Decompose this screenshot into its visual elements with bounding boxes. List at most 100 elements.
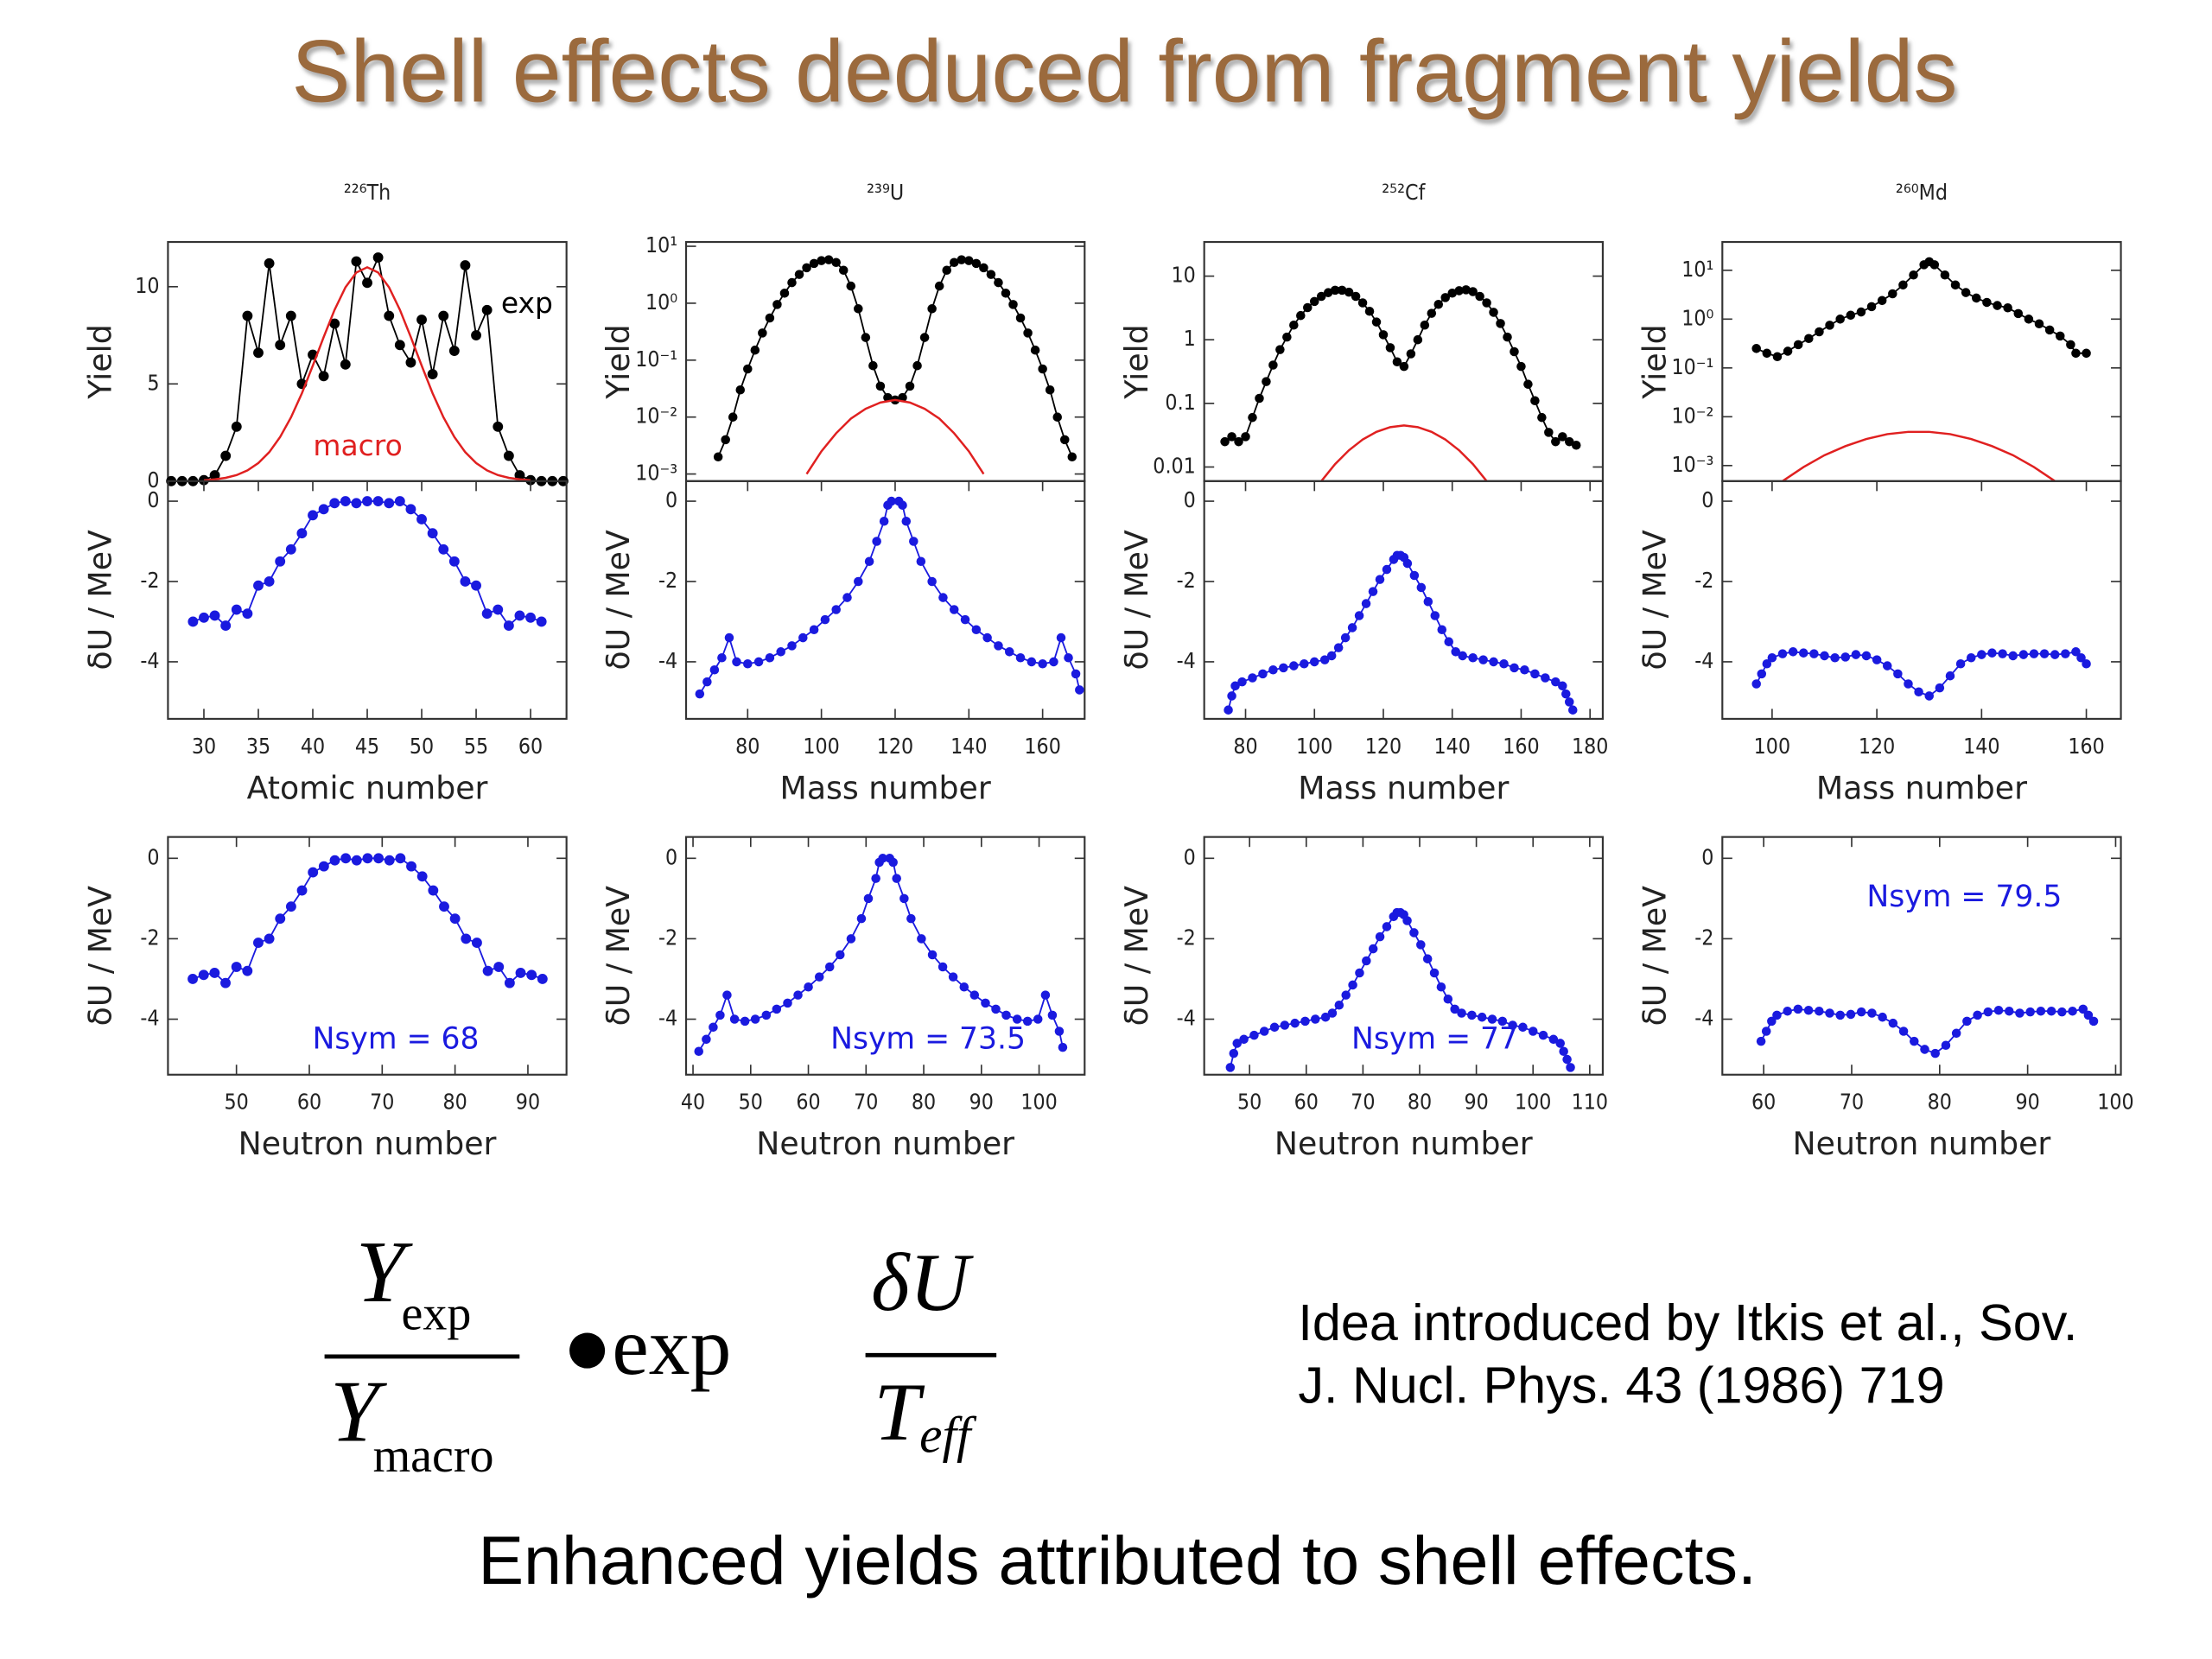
y-tick-label: -2 <box>1694 925 1713 950</box>
data-point <box>2071 348 2081 359</box>
data-point <box>406 861 416 872</box>
data-point <box>717 653 727 663</box>
data-point <box>1496 319 1505 328</box>
x-tick-label: 50 <box>225 1090 249 1115</box>
slide-title: Shell effects deduced from fragment yiel… <box>291 22 1957 121</box>
data-point <box>1015 313 1026 323</box>
x-tick-label: 160 <box>1024 734 1060 759</box>
data-point <box>1762 658 1772 669</box>
data-point <box>916 556 926 567</box>
data-point <box>938 962 948 972</box>
data-point <box>831 605 841 614</box>
x-tick-label: 60 <box>1294 1090 1319 1115</box>
data-point <box>448 346 460 356</box>
data-point <box>1054 1027 1065 1036</box>
y-axis-label: Yield <box>82 324 119 399</box>
data-point <box>1399 361 1409 372</box>
data-point <box>765 313 775 323</box>
data-point <box>750 1014 760 1024</box>
data-point <box>318 504 329 515</box>
data-point <box>1262 377 1271 386</box>
data-point <box>854 576 863 587</box>
data-point <box>460 260 471 270</box>
x-tick-label: 100 <box>2097 1090 2133 1115</box>
plot-frame <box>1203 480 1604 720</box>
data-point <box>395 853 406 864</box>
data-point <box>220 620 232 632</box>
data-point <box>340 359 351 370</box>
data-point <box>1898 280 1908 290</box>
data-point <box>198 969 209 981</box>
data-point <box>1508 1020 1517 1030</box>
y-tick-label: -2 <box>1694 568 1713 593</box>
data-point <box>1757 669 1767 679</box>
data-point <box>427 528 438 539</box>
data-point <box>1468 287 1478 296</box>
y-tick-label: -2 <box>1177 568 1196 593</box>
data-point <box>514 610 525 621</box>
x-tick-label: 40 <box>301 734 325 759</box>
data-point <box>2082 348 2091 359</box>
data-point <box>1420 320 1430 330</box>
plot-frame <box>167 480 568 720</box>
data-point <box>264 576 275 587</box>
data-point <box>308 510 318 521</box>
data-point <box>1467 1010 1477 1020</box>
data-point <box>285 310 296 321</box>
data-point <box>969 990 980 1000</box>
data-point <box>438 543 449 555</box>
data-point <box>2057 1007 2067 1017</box>
data-point <box>275 340 286 351</box>
data-point <box>1440 293 1451 302</box>
y-tick-label: 10 <box>1172 263 1196 288</box>
data-point <box>1809 649 1819 658</box>
annotation: Nsym = 73.5 <box>830 1022 1026 1057</box>
data-point <box>471 330 481 340</box>
series-line <box>1782 430 2056 482</box>
data-point <box>449 913 461 925</box>
data-point <box>372 496 384 506</box>
data-point <box>794 270 804 279</box>
data-point <box>1798 648 1808 658</box>
plot-frame <box>1203 836 1604 1076</box>
data-point <box>1071 669 1081 679</box>
data-point <box>709 1022 718 1033</box>
data-point <box>846 281 856 291</box>
series-line <box>193 500 542 627</box>
data-point <box>721 435 730 445</box>
data-point <box>253 580 264 591</box>
data-point <box>772 300 782 309</box>
data-point <box>1269 1022 1280 1033</box>
y-tick-label: 10⁻¹ <box>635 346 677 372</box>
y-tick-label: 0 <box>1184 844 1196 869</box>
data-point <box>1302 302 1313 313</box>
chart-title: ²⁵²Cf <box>1382 180 1426 205</box>
series-line <box>717 258 1073 458</box>
data-point <box>787 641 797 651</box>
data-point <box>253 347 264 359</box>
data-point <box>1364 306 1375 316</box>
plot-frame <box>684 836 1086 1076</box>
data-point <box>1300 658 1309 669</box>
data-point <box>536 616 547 627</box>
data-point <box>991 1004 1001 1014</box>
data-point <box>728 412 738 422</box>
y-tick-label: -4 <box>658 1006 677 1031</box>
series-label: macro <box>313 429 402 462</box>
data-point <box>525 612 536 623</box>
data-point <box>779 289 790 298</box>
data-point <box>927 304 937 314</box>
y-tick-label: 1 <box>1184 326 1196 351</box>
data-point <box>1232 1039 1242 1048</box>
data-point <box>285 901 296 912</box>
data-point <box>1772 1010 1782 1020</box>
data-point <box>798 632 808 643</box>
data-point <box>2039 649 2050 658</box>
data-point <box>1229 1048 1239 1058</box>
formula-part: δU <box>871 1236 974 1328</box>
data-point <box>1351 291 1361 302</box>
y-axis-label: Yield <box>1118 324 1155 399</box>
data-point <box>1762 348 1772 359</box>
data-point <box>394 496 405 506</box>
data-point <box>515 968 526 978</box>
